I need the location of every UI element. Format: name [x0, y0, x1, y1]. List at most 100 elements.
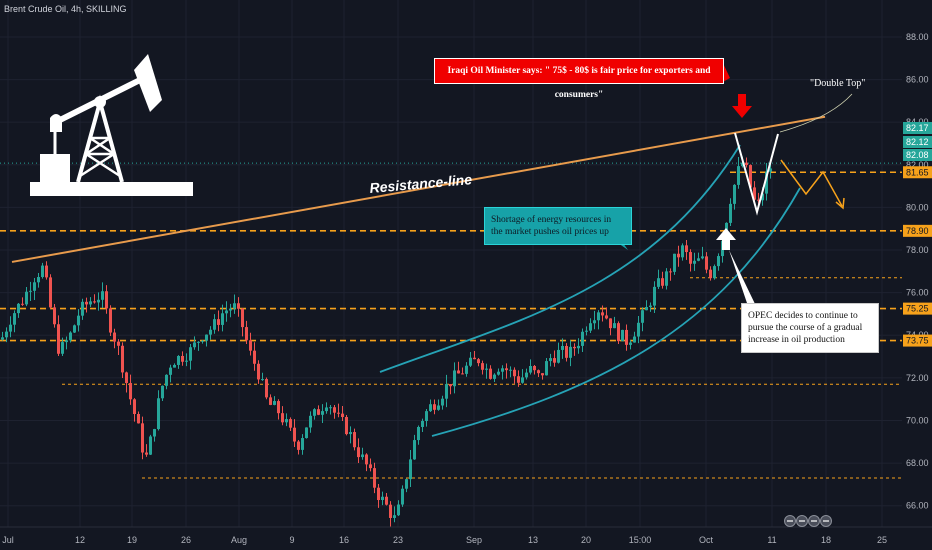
candle: [505, 368, 508, 371]
candle: [325, 407, 328, 412]
price-tick-label: 88.00: [906, 32, 929, 42]
candle: [61, 342, 64, 354]
pump-pivot: [94, 96, 106, 108]
level-tag-label: 75.25: [906, 304, 929, 314]
candle: [445, 384, 448, 399]
candle: [89, 301, 92, 305]
level-tag: [903, 224, 932, 237]
candle: [709, 269, 712, 279]
candle: [189, 347, 192, 361]
price-tick-label: 82.00: [906, 160, 929, 170]
candle: [673, 253, 676, 272]
candle: [373, 468, 376, 488]
price-tag-label: 82.12: [906, 137, 929, 147]
candle: [405, 479, 408, 489]
candle: [421, 420, 424, 427]
candle: [205, 334, 208, 341]
candle: [9, 324, 12, 332]
time-tick-label: 18: [821, 535, 831, 545]
candle: [13, 313, 16, 325]
pump-bracing: [79, 136, 121, 178]
double-top-drawing: [734, 132, 779, 216]
candle: [105, 291, 108, 309]
time-tick-label: 11: [767, 535, 776, 545]
time-tick-label: Jul: [2, 535, 14, 545]
candle: [357, 447, 360, 458]
candle: [689, 252, 692, 264]
candle: [601, 312, 604, 316]
candle: [153, 429, 156, 437]
candle: [477, 359, 480, 364]
candle: [545, 361, 548, 376]
time-tick-label: 9: [289, 535, 294, 545]
price-axis-bg: [902, 0, 932, 550]
candle: [21, 303, 24, 305]
channel-upper: [379, 144, 741, 373]
candle: [621, 329, 624, 342]
price-tick-label: 66.00: [906, 501, 929, 511]
candle: [749, 165, 752, 188]
candle: [397, 504, 400, 516]
pump-horsehead: [134, 54, 162, 112]
level-tag-label: 81.65: [906, 167, 929, 177]
candle: [353, 432, 356, 448]
candle: [137, 414, 140, 424]
candle: [649, 305, 652, 307]
candle: [393, 515, 396, 518]
candle: [737, 166, 740, 185]
candle: [145, 452, 148, 455]
candle: [233, 303, 236, 309]
price-tick-label: 68.00: [906, 458, 929, 468]
candle: [321, 411, 324, 415]
candle: [501, 368, 504, 372]
candle: [765, 171, 768, 194]
candle: [169, 367, 172, 375]
chart-nav-buttons[interactable]: [784, 515, 832, 527]
candle: [285, 419, 288, 423]
candle: [613, 323, 616, 329]
candle: [413, 440, 416, 460]
candle: [693, 260, 696, 264]
candle: [289, 419, 292, 428]
candle: [57, 324, 60, 354]
candle: [165, 374, 168, 386]
candle: [177, 355, 180, 365]
candle: [629, 342, 632, 345]
candle: [549, 358, 552, 362]
candle: [641, 310, 644, 323]
annotation-arrows: [608, 59, 853, 306]
candle: [377, 487, 380, 501]
candle: [293, 427, 296, 442]
candle: [93, 301, 96, 303]
candle: [85, 301, 88, 305]
time-axis[interactable]: Jul 12 19 26 Aug 9 16 23 Sep 13 20 15:00 Oct 11 18 25: [0, 526, 932, 545]
price-tick-label: 76.00: [906, 288, 929, 298]
candle: [221, 313, 224, 325]
time-tick-label: 26: [181, 535, 191, 545]
candle: [297, 441, 300, 450]
candle: [521, 377, 524, 383]
opec-pointer: [729, 250, 756, 306]
candle: [77, 315, 80, 326]
candle: [465, 365, 468, 374]
candle: [25, 291, 28, 305]
candle: [453, 370, 456, 387]
candle: [305, 427, 308, 439]
price-axis[interactable]: 66.0068.0070.0072.0074.0076.0078.0080.00…: [902, 0, 932, 550]
pump-motor: [40, 154, 70, 182]
candle: [369, 464, 372, 469]
candle: [513, 369, 516, 377]
candle: [5, 331, 8, 338]
candle: [741, 162, 744, 167]
candle: [225, 310, 228, 314]
candle: [573, 346, 576, 349]
channel-lower: [431, 187, 801, 437]
double-top-label: "Double Top": [810, 78, 866, 89]
candle: [533, 366, 536, 371]
candle: [433, 404, 436, 410]
projection-arrowhead-icon: [835, 197, 845, 210]
candle: [665, 271, 668, 286]
candle: [49, 277, 52, 308]
candle: [485, 368, 488, 370]
